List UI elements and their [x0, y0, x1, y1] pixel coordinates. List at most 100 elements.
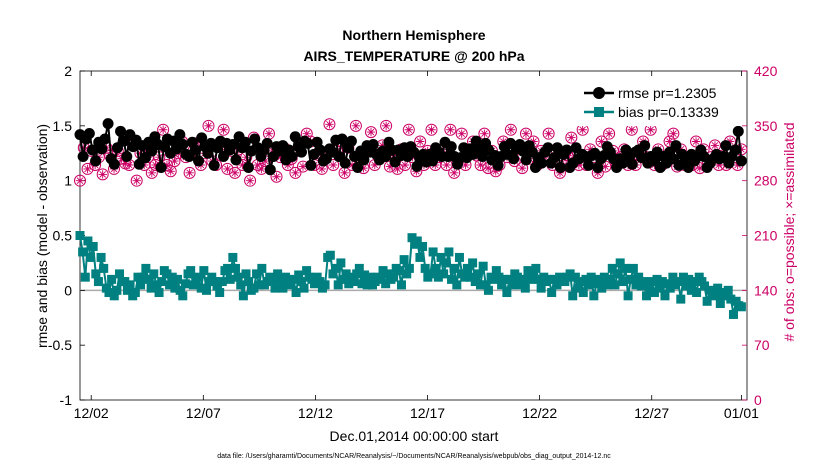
obs-possible-point: [327, 159, 340, 171]
obs-assimilated-point: [257, 164, 266, 174]
bias-point: [460, 272, 470, 282]
obs-possible-point: [221, 162, 234, 175]
bias-point: [88, 241, 98, 251]
bias-point: [618, 277, 628, 287]
obs-assimilated-point: [461, 160, 470, 170]
bias-point: [180, 279, 190, 289]
obs-assimilated-point: [253, 160, 262, 170]
obs-assimilated-point: [230, 168, 240, 178]
bias-point: [357, 279, 367, 289]
rmse-point: [352, 162, 364, 174]
obs-possible-point: [202, 119, 215, 132]
obs-assimilated-point: [521, 129, 531, 138]
rmse-point: [227, 138, 239, 150]
obs-assimilated-point: [162, 160, 172, 170]
bias-point: [441, 258, 451, 268]
bias-point: [252, 269, 262, 279]
obs-assimilated-point: [223, 164, 232, 174]
bias-point: [365, 272, 375, 282]
bias-point: [684, 274, 694, 284]
bias-point: [238, 291, 248, 301]
bias-point: [178, 291, 188, 301]
bias-point: [186, 266, 196, 276]
obs-assimilated-point: [381, 121, 391, 131]
rmse-point: [196, 132, 208, 144]
rmse-point: [96, 143, 108, 155]
bias-point: [626, 274, 636, 284]
bias-point: [257, 263, 267, 273]
bias-point: [533, 274, 543, 284]
bias-point: [499, 274, 509, 284]
y2-tick-label: 280: [754, 173, 778, 189]
bias-series: [75, 231, 746, 319]
bias-point: [589, 291, 599, 301]
x-tick-label: 01/01: [724, 405, 759, 421]
obs-assimilated-point: [517, 163, 527, 173]
bias-point: [615, 258, 625, 268]
bias-point: [644, 285, 654, 295]
rmse-point: [102, 118, 114, 130]
bias-point: [436, 252, 446, 262]
bias-point: [151, 280, 161, 290]
bias-point: [241, 269, 251, 279]
obs-possible-point: [425, 123, 438, 136]
bias-point: [470, 277, 480, 287]
obs-assimilated-point: [121, 159, 130, 168]
bias-point: [676, 294, 686, 304]
bias-point: [170, 283, 180, 293]
bias-point: [278, 283, 288, 293]
obs-possible-point: [96, 168, 109, 181]
bias-point: [642, 291, 652, 301]
bias-point: [75, 231, 85, 240]
rmse-point: [249, 133, 261, 145]
bias-point: [481, 280, 491, 290]
bias-point: [230, 263, 240, 273]
bias-point: [536, 283, 546, 293]
obs-assimilated-point: [117, 154, 126, 163]
bias-point: [270, 283, 280, 293]
obs-assimilated-point: [400, 160, 410, 170]
rmse-point: [358, 154, 370, 166]
obs-possible-point: [603, 127, 616, 140]
bias-point: [254, 280, 264, 290]
bias-point: [107, 274, 117, 284]
obs-assimilated-point: [665, 137, 674, 146]
legend-rmse-label: rmse pr=1.2305: [618, 85, 717, 101]
obs-assimilated-point: [627, 125, 636, 134]
bias-point: [302, 266, 312, 276]
rmse-point: [554, 162, 566, 174]
x-tick-label: 12/27: [634, 405, 669, 421]
bias-point: [328, 269, 338, 279]
bias-point: [552, 280, 562, 290]
data-file-footnote: data file: /Users/gharamti/Documents/NCA…: [217, 453, 611, 460]
bias-point: [565, 269, 575, 279]
bias-point: [399, 255, 409, 265]
obs-assimilated-point: [151, 160, 160, 170]
rmse-point: [177, 138, 189, 150]
bias-point: [133, 272, 143, 282]
bias-point: [462, 263, 472, 273]
obs-assimilated-point: [597, 137, 606, 146]
bias-point: [652, 274, 662, 284]
obs-assimilated-point: [476, 160, 485, 170]
bias-point: [686, 285, 696, 295]
bias-point: [710, 291, 720, 301]
rmse-point: [345, 135, 357, 147]
bias-point: [146, 283, 156, 293]
bias-point: [215, 288, 225, 298]
bias-point: [570, 272, 580, 282]
bias-point: [483, 285, 493, 295]
bias-point: [631, 280, 641, 290]
y-tick-label: 1.5: [53, 118, 73, 134]
rmse-point: [542, 142, 554, 154]
rmse-point: [583, 159, 595, 171]
bias-point: [167, 272, 177, 282]
legend-bias-marker: [594, 107, 604, 117]
obs-possible-point: [519, 127, 532, 140]
bias-point: [341, 269, 351, 279]
bias-point: [655, 283, 665, 293]
bias-point: [468, 258, 478, 268]
bias-point: [581, 274, 591, 284]
obs-possible-point: [542, 127, 555, 140]
bias-point: [244, 277, 254, 287]
